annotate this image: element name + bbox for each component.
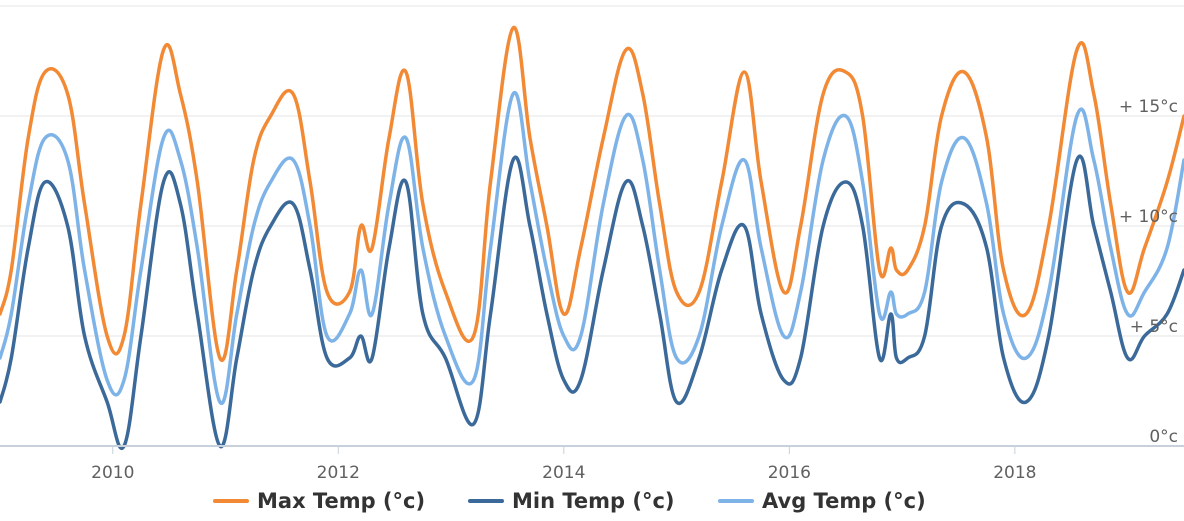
x-tick-label: 2012 — [317, 463, 360, 483]
legend-label: Avg Temp (°c) — [762, 489, 926, 513]
x-tick-label: 2010 — [91, 463, 134, 483]
series-line-min — [0, 154, 1184, 451]
y-tick-label: + 10°c — [1119, 207, 1178, 227]
series-line-avg — [0, 90, 1184, 406]
y-tick-labels: 0°c + 5°c + 10°c + 15°c — [1119, 97, 1178, 447]
series-line-max — [0, 26, 1184, 363]
legend-label: Min Temp (°c) — [512, 489, 675, 513]
x-tick-labels: 2010 2012 2014 2016 2018 — [91, 446, 1036, 483]
legend-item[interactable]: Max Temp (°c) — [213, 489, 425, 513]
x-tick-label: 2018 — [993, 463, 1036, 483]
legend-item[interactable]: Min Temp (°c) — [468, 489, 675, 513]
y-tick-label: 0°c — [1149, 427, 1178, 447]
legend-label: Max Temp (°c) — [257, 489, 425, 513]
y-tick-label: + 15°c — [1119, 97, 1178, 117]
x-tick-label: 2014 — [542, 463, 585, 483]
legend: Max Temp (°c) Min Temp (°c) Avg Temp (°c) — [213, 489, 926, 513]
legend-item[interactable]: Avg Temp (°c) — [718, 489, 926, 513]
series-lines — [0, 26, 1184, 451]
y-tick-label: + 5°c — [1130, 317, 1178, 337]
x-tick-label: 2016 — [768, 463, 811, 483]
